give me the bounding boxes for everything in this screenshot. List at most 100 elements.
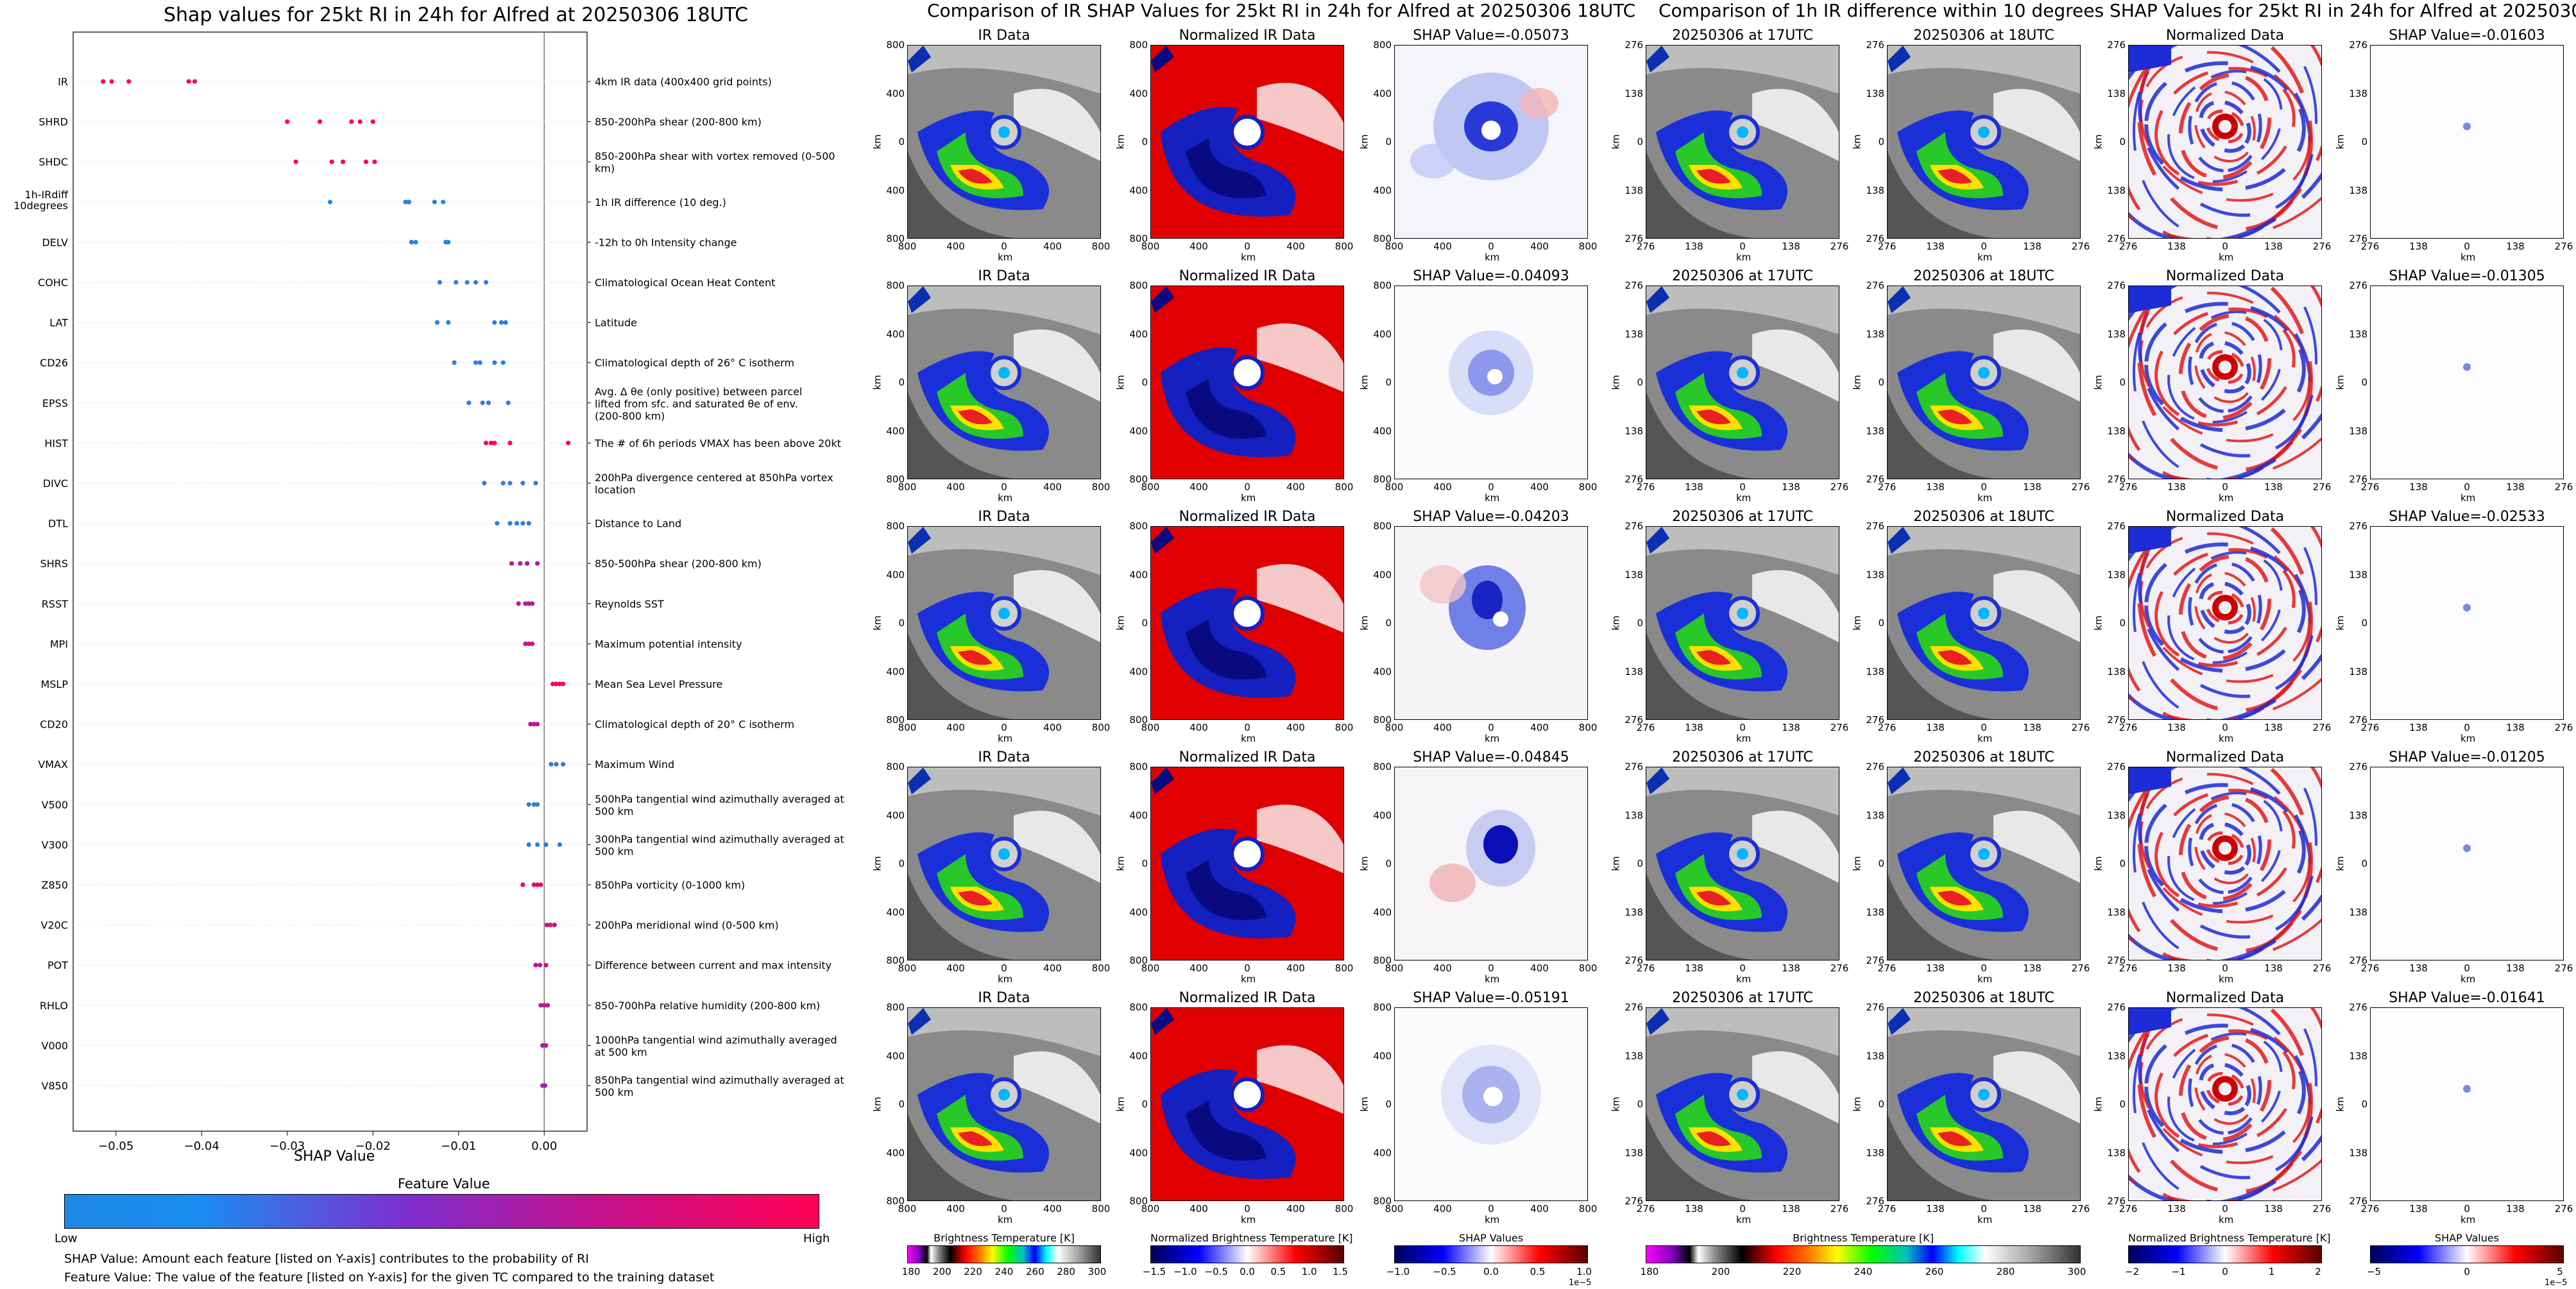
colorbar-tick-label: −0.5	[1433, 1266, 1456, 1277]
colorbar	[2128, 1245, 2322, 1263]
satellite-image	[1887, 286, 2081, 479]
y-tick-label: 800	[886, 714, 905, 726]
y-tick-label: 0	[1141, 617, 1148, 629]
satellite-image	[1150, 286, 1344, 479]
y-axis-label: km	[871, 1097, 883, 1112]
shap-point	[285, 119, 290, 124]
x-tick-label: 276	[2360, 962, 2380, 974]
y-tick-label: 276	[1625, 714, 1643, 726]
y-tick-label: 138	[1866, 1147, 1884, 1159]
y-tick-label: 0	[1141, 377, 1148, 388]
x-tick-label: 138	[2023, 962, 2042, 974]
x-axis-label: km	[1977, 973, 1993, 985]
colorbar-tick-label: 1	[2268, 1266, 2275, 1277]
panel-title: IR Data	[978, 990, 1030, 1006]
feature-desc-label: Climatological depth of 26° C isotherm	[595, 357, 794, 369]
x-tick-label: 138	[2506, 1203, 2525, 1215]
x-axis-label: km	[1977, 492, 1993, 504]
x-tick-label: 138	[1782, 722, 1800, 733]
satellite-image	[1394, 286, 1588, 479]
y-tick-label: 0	[898, 136, 905, 148]
colorbar-tick-label: −2	[2124, 1266, 2140, 1277]
x-tick-label: 800	[1141, 481, 1160, 493]
x-tick-label: 800	[1335, 962, 1354, 974]
x-tick-label: 0	[1001, 481, 1007, 493]
x-tick-label: 800	[1578, 1203, 1598, 1215]
shap-point	[432, 200, 437, 205]
feature-desc-label: The # of 6h periods VMAX has been above …	[594, 437, 841, 449]
satellite-image	[1887, 526, 2081, 720]
x-tick-label: 276	[2360, 722, 2380, 733]
y-tick-label: 0	[1878, 617, 1884, 629]
y-tick-label: 138	[2349, 1147, 2367, 1159]
x-tick-label: 0	[1001, 962, 1007, 974]
feature-desc-label: Climatological depth of 20° C isotherm	[595, 719, 794, 731]
x-tick-label: 400	[1043, 481, 1062, 493]
panel-title: Normalized Data	[2165, 28, 2285, 44]
shap-point	[452, 360, 457, 365]
satellite-image	[1150, 767, 1344, 960]
shap-point	[488, 440, 494, 446]
satellite-image	[1646, 767, 1839, 960]
y-tick-label: 800	[886, 1002, 905, 1013]
shap-point	[317, 119, 323, 124]
colorbar-exponent: 1e−5	[2545, 1278, 2568, 1288]
feature-code-label: SHRD	[38, 116, 68, 128]
x-tick-label: 800	[1335, 1203, 1354, 1215]
x-tick-label: 800	[1091, 962, 1111, 974]
y-tick-label: 0	[1141, 1098, 1148, 1110]
y-tick-label: 0	[1385, 136, 1392, 148]
shap-point	[495, 521, 500, 526]
x-tick-label: 800	[1141, 241, 1160, 252]
y-tick-label: 800	[1373, 233, 1392, 244]
satellite-image	[1646, 526, 1839, 720]
colorbar-tick-label: 5	[2557, 1266, 2563, 1277]
x-tick-label: −0.02	[355, 1140, 391, 1153]
panel-title: 20250306 at 18UTC	[1913, 509, 2054, 525]
shap-point	[492, 440, 497, 446]
shap-point	[523, 601, 528, 606]
x-tick-label: 0	[1739, 722, 1746, 733]
colorbar-tick-label: −1.5	[1142, 1266, 1166, 1277]
y-tick-label: 0	[1385, 377, 1392, 388]
y-tick-label: 138	[2107, 568, 2126, 581]
shap-point	[523, 641, 528, 647]
shap-point	[516, 601, 521, 606]
shap-point	[543, 962, 549, 968]
y-tick-label: 276	[2349, 1002, 2367, 1013]
shap-point	[349, 119, 354, 124]
panel-title: 20250306 at 17UTC	[1672, 28, 1813, 44]
x-tick-label: 138	[2023, 1203, 2042, 1215]
x-tick-label: 276	[2119, 241, 2138, 252]
y-tick-label: 276	[2107, 474, 2126, 485]
shap-point	[409, 239, 414, 244]
x-tick-label: 0	[1244, 1203, 1250, 1215]
x-tick-label: 800	[898, 722, 917, 733]
panel-title: Normalized IR Data	[1179, 749, 1316, 765]
x-tick-label: 276	[2554, 962, 2573, 974]
shap-point	[561, 762, 566, 767]
x-tick-label: 400	[1190, 962, 1208, 974]
feature-code-label: RHLO	[40, 1000, 68, 1012]
y-tick-label: 138	[1866, 184, 1884, 196]
colorbar-tick-label: −1	[2171, 1266, 2186, 1277]
shap-point	[561, 681, 566, 687]
y-tick-label: 400	[1129, 184, 1148, 196]
satellite-image	[907, 1007, 1101, 1201]
y-tick-label: 138	[2107, 184, 2126, 196]
x-tick-label: 800	[1141, 1203, 1160, 1215]
x-tick-label: 800	[1578, 241, 1598, 252]
x-axis-label: km	[2461, 1214, 2476, 1225]
y-tick-label: 400	[1373, 906, 1392, 918]
x-tick-label: 0	[1739, 962, 1746, 974]
feature-desc-label: Difference between current and max inten…	[595, 959, 832, 971]
x-axis-label: km	[2461, 492, 2476, 504]
shap-point	[293, 159, 298, 164]
x-tick-label: 138	[2409, 1203, 2428, 1215]
x-tick-label: 276	[2554, 481, 2573, 493]
x-tick-label: 138	[1685, 962, 1703, 974]
satellite-image	[2370, 526, 2564, 720]
y-tick-label: 138	[1625, 1050, 1643, 1062]
y-tick-label: 138	[2349, 425, 2367, 437]
shap-point	[520, 521, 525, 526]
